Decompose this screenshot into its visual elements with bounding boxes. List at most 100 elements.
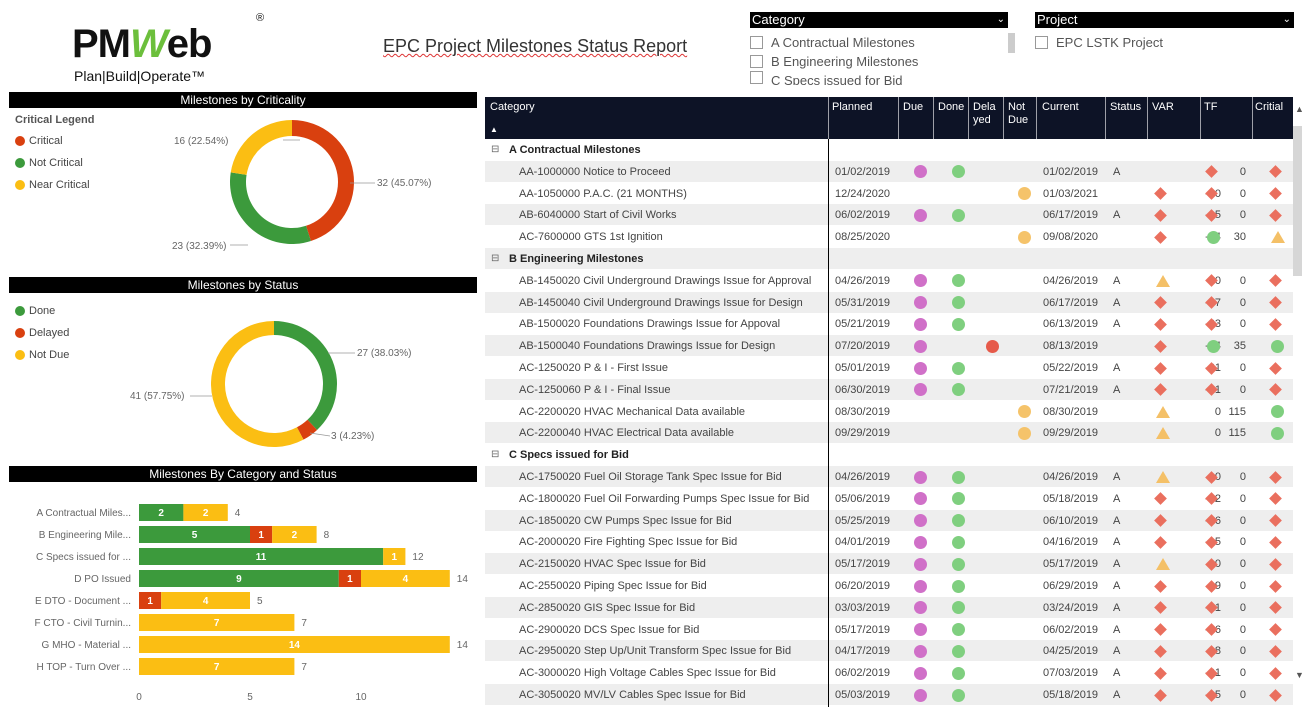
project-slicer-header[interactable]: Project ⌄ xyxy=(1035,12,1294,28)
bar-segment-not-due[interactable] xyxy=(139,614,295,631)
table-row[interactable]: AC-2200020 HVAC Mechanical Data availabl… xyxy=(485,401,1293,423)
project-slicer[interactable]: Project ⌄ EPC LSTK Project xyxy=(1035,12,1294,52)
current-date: 06/17/2019 xyxy=(1043,296,1099,309)
bar-segment-not-due[interactable] xyxy=(183,504,228,521)
checkbox[interactable] xyxy=(1035,36,1048,49)
category-slicer[interactable]: Category ⌄ A Contractual Milestones B Eng… xyxy=(750,12,1015,85)
table-row[interactable]: AC-2550020 Piping Spec Issue for Bid 06/… xyxy=(485,575,1293,597)
chevron-down-icon[interactable]: ⌄ xyxy=(1282,14,1291,25)
legend-item-not-due[interactable]: Not Due xyxy=(15,344,69,366)
checkbox[interactable] xyxy=(750,71,763,84)
bar-segment-done[interactable] xyxy=(139,570,339,587)
table-row[interactable]: AC-7600000 GTS 1st Ignition 08/25/2020 0… xyxy=(485,226,1293,249)
bar-segment-not-due[interactable] xyxy=(161,592,250,609)
scroll-up-icon[interactable]: ▲ xyxy=(1295,104,1304,114)
group-row[interactable]: ⊟ B Engineering Milestones xyxy=(485,248,1293,270)
bar-segment-done[interactable] xyxy=(139,548,384,565)
table-row[interactable]: AC-3000020 High Voltage Cables Spec Issu… xyxy=(485,662,1293,685)
bar-segment-done[interactable] xyxy=(139,504,184,521)
current-date: 05/17/2019 xyxy=(1043,558,1099,571)
legend-dot xyxy=(15,350,25,360)
column-header[interactable]: Status xyxy=(1110,101,1142,113)
checkbox[interactable] xyxy=(750,55,763,68)
table-row[interactable]: AB-1450020 Civil Underground Drawings Is… xyxy=(485,270,1293,292)
green-circle-icon xyxy=(952,383,965,397)
bar-value-label: 5 xyxy=(192,530,198,541)
slicer-scrollbar[interactable] xyxy=(1008,33,1015,53)
donut-slice-done[interactable] xyxy=(274,321,338,431)
column-header[interactable]: Due xyxy=(903,101,924,113)
legend-item-not-critical[interactable]: Not Critical xyxy=(15,152,94,174)
donut-slice-not-critical[interactable] xyxy=(229,172,311,244)
checkbox[interactable] xyxy=(750,36,763,49)
group-row[interactable]: ⊟ A Contractual Milestones xyxy=(485,139,1293,161)
bar-total-label: 5 xyxy=(257,596,263,607)
table-row[interactable]: AC-2200040 HVAC Electrical Data availabl… xyxy=(485,422,1293,445)
bar-segment-not-due[interactable] xyxy=(361,570,450,587)
slicer-option[interactable]: A Contractual Milestones xyxy=(750,33,1008,52)
status-value: A xyxy=(1113,296,1121,309)
milestone-name: AC-1250060 P & I - Final Issue xyxy=(519,383,671,396)
table-row[interactable]: AC-2900020 DCS Spec Issue for Bid 05/17/… xyxy=(485,619,1293,641)
column-header[interactable]: Dela yed xyxy=(973,101,996,126)
table-row[interactable]: AC-1800020 Fuel Oil Forwarding Pumps Spe… xyxy=(485,488,1293,510)
sort-ascending-icon[interactable]: ▲ xyxy=(490,125,498,134)
bar-segment-delayed[interactable] xyxy=(338,570,361,587)
table-row[interactable]: AB-1450040 Civil Underground Drawings Is… xyxy=(485,291,1293,314)
table-row[interactable]: AC-3050020 MV/LV Cables Spec Issue for B… xyxy=(485,684,1293,706)
legend-item-delayed[interactable]: Delayed xyxy=(15,322,69,344)
donut-slice-near-critical[interactable] xyxy=(230,120,292,175)
due-indicator-icon xyxy=(914,470,927,484)
table-row[interactable]: AC-2000020 Fire Fighting Spec Issue for … xyxy=(485,531,1293,554)
slicer-option[interactable]: C Specs issued for Bid xyxy=(750,71,1008,85)
group-row[interactable]: ⊟ C Specs issued for Bid xyxy=(485,444,1293,467)
table-row[interactable]: AC-1250060 P & I - Final Issue 06/30/201… xyxy=(485,378,1293,401)
bar-segment-not-due[interactable] xyxy=(139,658,295,675)
column-header[interactable]: Critial xyxy=(1255,101,1284,113)
table-row[interactable]: AC-1850020 CW Pumps Spec Issue for Bid 0… xyxy=(485,509,1293,532)
bar-segment-not-due[interactable] xyxy=(139,636,450,653)
donut-slice-critical[interactable] xyxy=(292,120,354,242)
column-header[interactable]: TF xyxy=(1204,101,1218,113)
table-row[interactable]: AB-6040000 Start of Civil Works 06/02/20… xyxy=(485,204,1293,227)
var-value: 0 xyxy=(1165,553,1221,575)
table-row[interactable]: AB-1500040 Foundations Drawings Issue fo… xyxy=(485,335,1293,358)
bar-segment-not-due[interactable] xyxy=(383,548,406,565)
scroll-down-icon[interactable]: ▼ xyxy=(1295,670,1304,680)
column-header[interactable]: VAR xyxy=(1152,101,1174,113)
table-row[interactable]: AA-1000000 Notice to Proceed 01/02/2019 … xyxy=(485,160,1293,183)
chevron-down-icon[interactable]: ⌄ xyxy=(996,14,1005,25)
category-slicer-header[interactable]: Category ⌄ xyxy=(750,12,1008,28)
legend-item-done[interactable]: Done xyxy=(15,300,69,322)
column-header[interactable]: Done xyxy=(938,101,965,113)
table-row[interactable]: AC-2150020 HVAC Spec Issue for Bid 05/17… xyxy=(485,553,1293,576)
column-header[interactable]: Not Due xyxy=(1008,101,1029,126)
bar-segment-delayed[interactable] xyxy=(139,592,162,609)
bar-segment-not-due[interactable] xyxy=(272,526,317,543)
collapse-icon[interactable]: ⊟ xyxy=(491,253,500,264)
milestone-name: AC-1750020 Fuel Oil Storage Tank Spec Is… xyxy=(519,471,782,483)
donut-slice-delayed[interactable] xyxy=(296,419,318,440)
table-scrollbar-thumb[interactable] xyxy=(1293,126,1302,276)
table-row[interactable]: AC-1250020 P & I - First Issue 05/01/201… xyxy=(485,357,1293,379)
bar-category-label: A Contractual Miles... xyxy=(37,508,131,519)
table-row[interactable]: AC-1750020 Fuel Oil Storage Tank Spec Is… xyxy=(485,466,1293,488)
slicer-option[interactable]: EPC LSTK Project xyxy=(1035,33,1294,52)
bar-segment-done[interactable] xyxy=(139,526,250,543)
legend-item-near-critical[interactable]: Near Critical xyxy=(15,174,94,196)
table-row[interactable]: AA-1050000 P.A.C. (21 MONTHS) 12/24/2020… xyxy=(485,183,1293,205)
due-indicator-icon xyxy=(914,361,927,375)
legend-item-critical[interactable]: Critical xyxy=(15,130,94,152)
collapse-icon[interactable]: ⊟ xyxy=(491,449,500,461)
bar-segment-delayed[interactable] xyxy=(250,526,273,543)
collapse-icon[interactable]: ⊟ xyxy=(491,144,500,155)
column-header[interactable]: Planned xyxy=(832,101,873,113)
table-row[interactable]: AC-2850020 GIS Spec Issue for Bid 03/03/… xyxy=(485,596,1293,619)
green-circle-icon xyxy=(1271,339,1284,353)
slicer-option[interactable]: B Engineering Milestones xyxy=(750,52,1008,71)
table-row[interactable]: AC-2950020 Step Up/Unit Transform Spec I… xyxy=(485,640,1293,663)
donut-slice-not-due[interactable] xyxy=(211,321,304,447)
column-header[interactable]: Current xyxy=(1042,101,1079,113)
column-header[interactable]: Category xyxy=(490,101,535,113)
table-row[interactable]: AB-1500020 Foundations Drawings Issue fo… xyxy=(485,313,1293,336)
